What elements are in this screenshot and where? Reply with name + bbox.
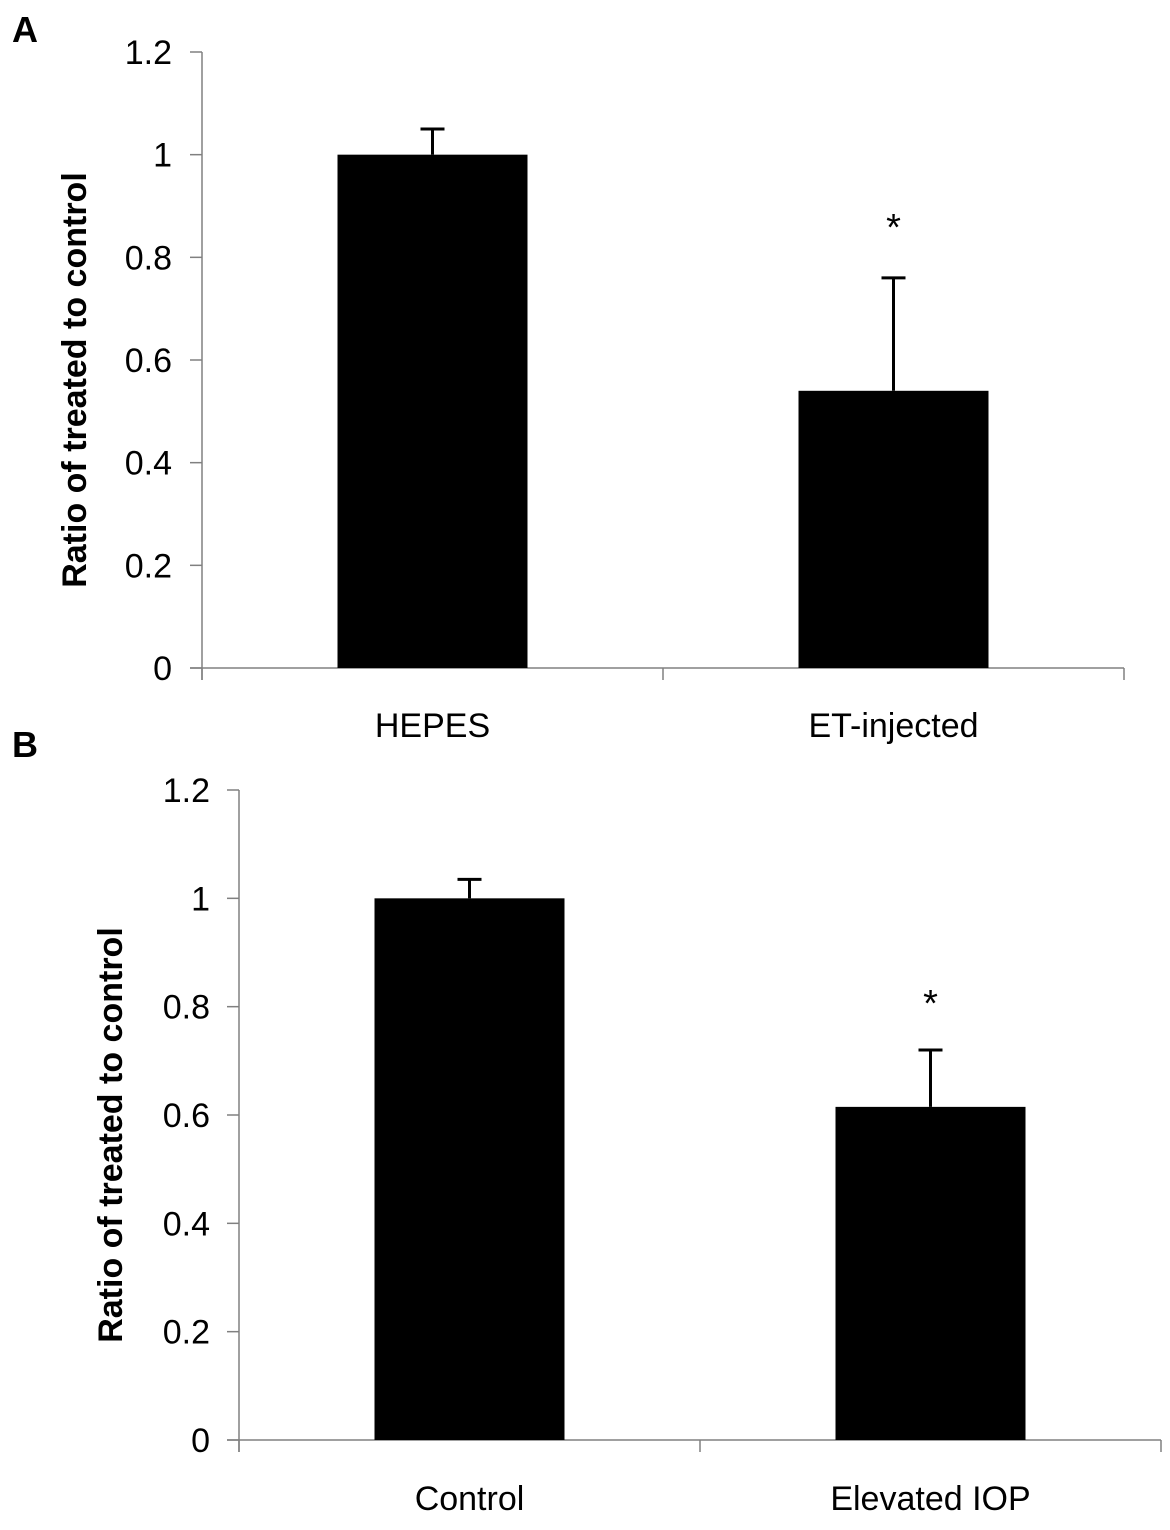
y-tick-label: 0.2 xyxy=(125,547,172,585)
y-tick-label: 1.2 xyxy=(163,772,210,810)
y-tick-label: 0.6 xyxy=(125,342,172,380)
y-tick-label: 0.4 xyxy=(163,1205,210,1243)
x-category-label: ET-injected xyxy=(808,707,978,745)
x-category-label: HEPES xyxy=(375,707,490,745)
bar-elevated-iop xyxy=(835,1106,1026,1440)
bar-et-injected xyxy=(798,390,989,668)
y-tick-label: 0 xyxy=(191,1422,210,1460)
y-tick-label: 0.4 xyxy=(125,445,172,483)
y-axis-title: Ratio of treated to control xyxy=(92,927,130,1343)
panel-letter-a: A xyxy=(12,9,38,50)
panel-letter-b: B xyxy=(12,724,38,765)
y-tick-label: 1.2 xyxy=(125,34,172,72)
significance-marker: * xyxy=(886,207,901,249)
y-tick-label: 0.8 xyxy=(125,239,172,277)
y-tick-label: 0.6 xyxy=(163,1097,210,1135)
x-category-label: Control xyxy=(415,1480,525,1518)
y-tick-label: 0.8 xyxy=(163,989,210,1027)
bar-hepes xyxy=(337,154,528,668)
y-tick-label: 0.2 xyxy=(163,1314,210,1352)
y-tick-label: 1 xyxy=(191,880,210,918)
bar-control xyxy=(374,898,565,1440)
y-tick-label: 1 xyxy=(153,137,172,175)
significance-marker: * xyxy=(923,983,938,1025)
y-axis-title: Ratio of treated to control xyxy=(56,172,94,588)
x-category-label: Elevated IOP xyxy=(830,1480,1030,1518)
y-tick-label: 0 xyxy=(153,650,172,688)
